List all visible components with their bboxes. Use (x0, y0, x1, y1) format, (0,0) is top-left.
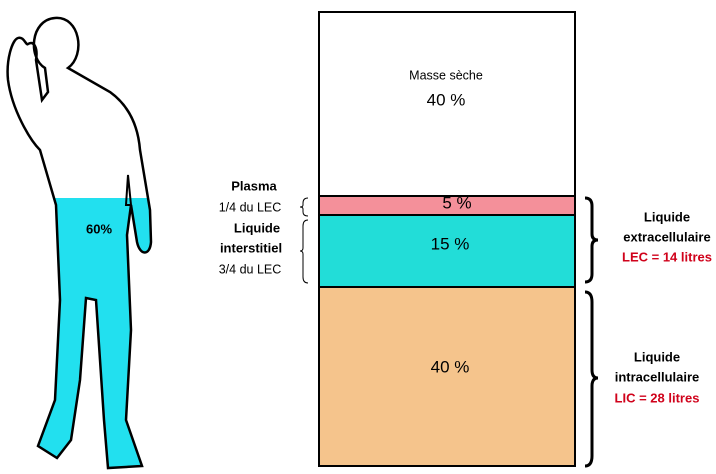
diagram: 60% Masse sèche 40 % 5 % 15 % 40 % Plasm… (0, 0, 716, 474)
composition-bar: Masse sèche 40 % 5 % 15 % 40 % (319, 12, 575, 466)
right-labels: Liquide extracellulaire LEC = 14 litres … (585, 198, 712, 466)
label-volume: LEC = 14 litres (622, 249, 712, 264)
segment-percent: 5 % (442, 193, 471, 212)
segment-percent: 40 % (427, 90, 466, 109)
segment-name: Masse sèche (409, 68, 483, 82)
brace (585, 198, 598, 282)
water-fill (0, 198, 170, 474)
brace (300, 220, 308, 283)
label-title: extracellulaire (623, 229, 710, 244)
label-title: intracellulaire (615, 369, 700, 384)
label-volume: LIC = 28 litres (615, 390, 700, 405)
segment-percent: 40 % (431, 357, 470, 376)
label-detail: 1/4 du LEC (219, 200, 282, 214)
label-title: Liquide (634, 349, 680, 364)
left-labels: Plasma 1/4 du LEC Liquide interstitiel 3… (219, 178, 308, 283)
human-figure: 60% (0, 18, 170, 474)
brace (585, 292, 598, 466)
intracellular-segment (319, 287, 575, 466)
label-title: Liquide (644, 209, 690, 224)
label-title: Liquide (234, 220, 280, 235)
label-detail: 3/4 du LEC (219, 262, 282, 276)
brace (300, 198, 308, 216)
label-title: Plasma (231, 178, 277, 193)
label-title: interstitiel (220, 240, 282, 255)
segment-percent: 15 % (431, 234, 470, 253)
body-water-percent: 60% (86, 221, 112, 236)
